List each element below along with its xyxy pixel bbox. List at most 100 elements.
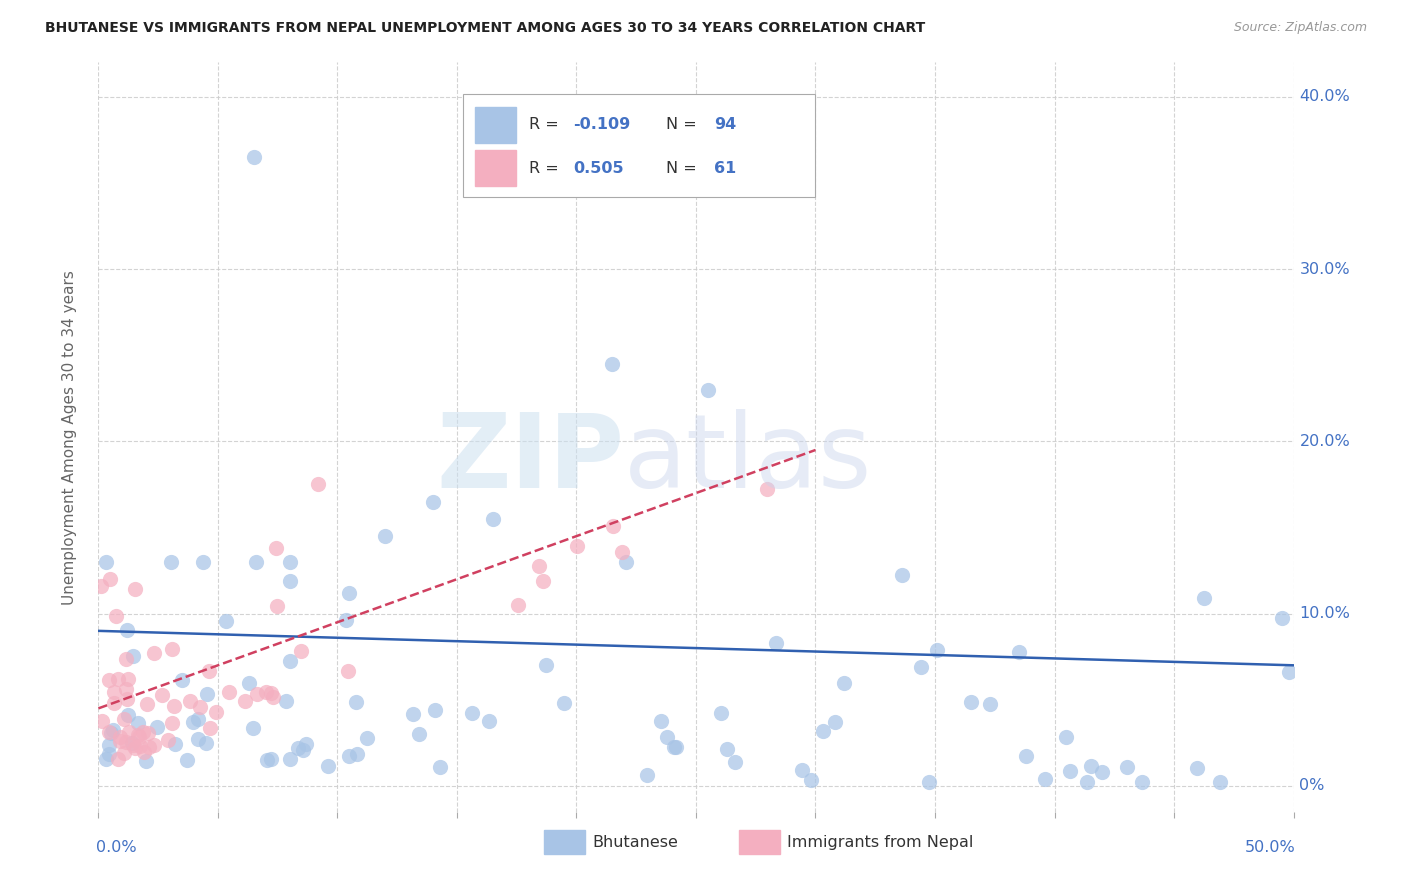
Point	[157, 733, 180, 747]
Point	[262, 690, 284, 704]
Point	[191, 555, 214, 569]
Point	[664, 739, 686, 754]
Point	[665, 740, 688, 755]
Point	[280, 654, 302, 668]
Point	[278, 555, 301, 569]
Text: Bhutanese: Bhutanese	[592, 835, 678, 850]
Point	[176, 753, 198, 767]
Point	[925, 642, 948, 657]
Text: 30.0%: 30.0%	[1299, 261, 1350, 277]
Point	[138, 739, 160, 754]
Point	[1185, 761, 1208, 775]
Point	[124, 582, 146, 596]
Point	[461, 706, 484, 720]
Point	[756, 482, 779, 496]
Point	[1015, 749, 1038, 764]
Text: 20.0%: 20.0%	[1299, 434, 1350, 449]
Point	[163, 699, 186, 714]
Point	[716, 742, 738, 756]
Point	[131, 724, 153, 739]
Text: 40.0%: 40.0%	[1299, 89, 1350, 104]
Point	[422, 494, 444, 508]
Point	[165, 738, 187, 752]
Point	[1035, 772, 1057, 786]
Point	[565, 539, 588, 553]
Point	[124, 741, 146, 756]
Point	[195, 736, 218, 750]
FancyBboxPatch shape	[740, 830, 780, 855]
Point	[122, 738, 145, 752]
Point	[637, 768, 659, 782]
Point	[127, 728, 149, 742]
Point	[553, 696, 575, 710]
Point	[408, 727, 430, 741]
Point	[278, 574, 301, 589]
Point	[107, 673, 129, 687]
Text: R =: R =	[529, 117, 564, 132]
Point	[318, 758, 340, 772]
Point	[890, 568, 912, 582]
Point	[115, 651, 138, 665]
Text: 61: 61	[714, 161, 737, 177]
Point	[614, 555, 637, 569]
Point	[136, 697, 159, 711]
Point	[1076, 775, 1098, 789]
Point	[1278, 665, 1301, 679]
Point	[260, 752, 283, 766]
Point	[402, 706, 425, 721]
Point	[186, 732, 208, 747]
Point	[179, 694, 201, 708]
Point	[918, 775, 941, 789]
Point	[1116, 759, 1139, 773]
Point	[134, 745, 156, 759]
Point	[112, 746, 135, 760]
Point	[100, 726, 122, 740]
Point	[117, 623, 139, 637]
Point	[90, 714, 112, 728]
Point	[339, 748, 361, 763]
Point	[160, 715, 183, 730]
Point	[811, 723, 834, 738]
Text: BHUTANESE VS IMMIGRANTS FROM NEPAL UNEMPLOYMENT AMONG AGES 30 TO 34 YEARS CORREL: BHUTANESE VS IMMIGRANTS FROM NEPAL UNEMP…	[45, 21, 925, 36]
Point	[800, 772, 823, 787]
Point	[531, 574, 554, 588]
Point	[278, 752, 301, 766]
FancyBboxPatch shape	[544, 830, 585, 855]
Point	[344, 695, 367, 709]
Point	[765, 636, 787, 650]
Point	[204, 705, 226, 719]
Text: Immigrants from Nepal: Immigrants from Nepal	[787, 835, 973, 850]
Point	[122, 648, 145, 663]
Point	[655, 730, 678, 744]
Point	[1008, 644, 1031, 658]
Point	[103, 696, 125, 710]
Point	[98, 572, 122, 586]
Point	[790, 763, 813, 777]
Point	[243, 150, 266, 164]
Point	[118, 725, 141, 739]
Point	[245, 555, 267, 569]
Point	[246, 686, 269, 700]
Text: N =: N =	[666, 161, 702, 177]
Point	[98, 747, 121, 761]
Point	[254, 685, 277, 699]
Point	[110, 731, 132, 745]
Point	[117, 708, 139, 723]
Point	[287, 740, 309, 755]
Point	[481, 512, 505, 526]
Point	[336, 664, 359, 678]
Point	[423, 703, 446, 717]
Point	[602, 519, 624, 533]
Text: atlas: atlas	[624, 409, 873, 510]
Point	[346, 747, 368, 761]
Point	[115, 681, 138, 696]
Point	[146, 720, 169, 734]
Point	[150, 688, 173, 702]
Point	[832, 676, 855, 690]
Point	[1192, 591, 1215, 605]
Point	[160, 641, 183, 656]
Point	[172, 673, 194, 688]
Point	[128, 739, 150, 754]
Point	[429, 760, 451, 774]
Text: ZIP: ZIP	[436, 409, 624, 510]
